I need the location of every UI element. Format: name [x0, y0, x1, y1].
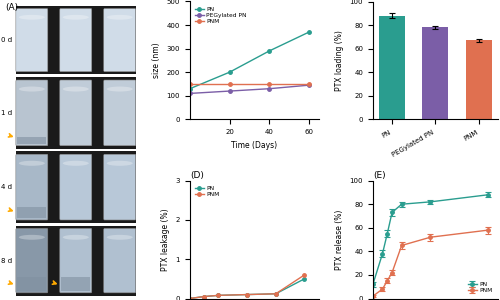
Text: 4 d: 4 d: [1, 184, 12, 190]
PN: [216, 294, 222, 297]
Text: 8 d: 8 d: [0, 258, 12, 264]
Y-axis label: PTX loading (%): PTX loading (%): [335, 30, 344, 91]
Line: PN: PN: [188, 277, 306, 300]
PNM: [187, 82, 193, 86]
FancyBboxPatch shape: [104, 9, 136, 72]
Ellipse shape: [19, 15, 45, 20]
FancyBboxPatch shape: [16, 226, 136, 296]
PN: [187, 87, 193, 91]
PNM: [187, 297, 193, 300]
PN: [266, 49, 272, 53]
PNM: [244, 293, 250, 296]
Line: PN: PN: [188, 30, 310, 91]
Text: (E): (E): [373, 171, 386, 180]
FancyBboxPatch shape: [104, 80, 136, 146]
Line: PNM: PNM: [188, 273, 306, 300]
Ellipse shape: [19, 161, 45, 166]
FancyBboxPatch shape: [16, 77, 136, 148]
Ellipse shape: [106, 86, 132, 92]
FancyBboxPatch shape: [17, 207, 46, 218]
PEGylated PN: [226, 89, 232, 93]
Legend: PN, PNM: PN, PNM: [466, 280, 494, 296]
Text: (D): (D): [190, 171, 203, 180]
Ellipse shape: [19, 235, 45, 240]
Line: PNM: PNM: [188, 82, 310, 86]
Ellipse shape: [19, 86, 45, 92]
Text: (B): (B): [190, 0, 203, 1]
FancyBboxPatch shape: [16, 6, 136, 74]
PNM: [273, 292, 279, 296]
FancyBboxPatch shape: [60, 80, 92, 146]
Text: 0 d: 0 d: [0, 37, 12, 43]
FancyBboxPatch shape: [60, 9, 92, 72]
Ellipse shape: [62, 15, 89, 20]
Bar: [466, 40, 492, 119]
Y-axis label: size (nm): size (nm): [152, 43, 161, 78]
Bar: [378, 16, 404, 119]
Ellipse shape: [62, 235, 89, 240]
FancyBboxPatch shape: [61, 277, 90, 291]
PNM: [266, 82, 272, 86]
PN: [302, 277, 308, 281]
Bar: [422, 27, 448, 119]
FancyBboxPatch shape: [16, 9, 48, 72]
PNM: [216, 294, 222, 297]
Ellipse shape: [62, 161, 89, 166]
PNM: [201, 295, 207, 298]
Ellipse shape: [106, 15, 132, 20]
Line: PEGylated PN: PEGylated PN: [188, 83, 310, 95]
Y-axis label: PTX leakage (%): PTX leakage (%): [161, 208, 170, 271]
FancyBboxPatch shape: [60, 154, 92, 220]
FancyBboxPatch shape: [60, 228, 92, 293]
PNM: [302, 273, 308, 277]
PNM: [306, 82, 312, 86]
Ellipse shape: [106, 235, 132, 240]
PN: [187, 297, 193, 300]
Legend: PN, PEGylated PN, PNM: PN, PEGylated PN, PNM: [193, 4, 249, 26]
PNM: [226, 82, 232, 86]
PN: [201, 295, 207, 298]
Ellipse shape: [106, 161, 132, 166]
FancyBboxPatch shape: [17, 277, 46, 291]
FancyBboxPatch shape: [16, 80, 48, 146]
FancyBboxPatch shape: [104, 228, 136, 293]
PEGylated PN: [187, 92, 193, 95]
FancyBboxPatch shape: [16, 154, 48, 220]
Text: 1 d: 1 d: [0, 110, 12, 116]
PN: [244, 293, 250, 296]
Text: (C): (C): [373, 0, 386, 1]
PEGylated PN: [266, 87, 272, 91]
Legend: PN, PNM: PN, PNM: [193, 184, 222, 199]
Text: (A): (A): [5, 3, 18, 12]
PN: [306, 30, 312, 34]
FancyBboxPatch shape: [104, 154, 136, 220]
Ellipse shape: [62, 86, 89, 92]
FancyBboxPatch shape: [16, 228, 48, 293]
X-axis label: Time (Days): Time (Days): [231, 141, 278, 150]
PN: [273, 292, 279, 296]
FancyBboxPatch shape: [16, 152, 136, 223]
Y-axis label: PTX release (%): PTX release (%): [335, 209, 344, 270]
PEGylated PN: [306, 83, 312, 87]
FancyBboxPatch shape: [17, 136, 46, 144]
PN: [226, 70, 232, 74]
